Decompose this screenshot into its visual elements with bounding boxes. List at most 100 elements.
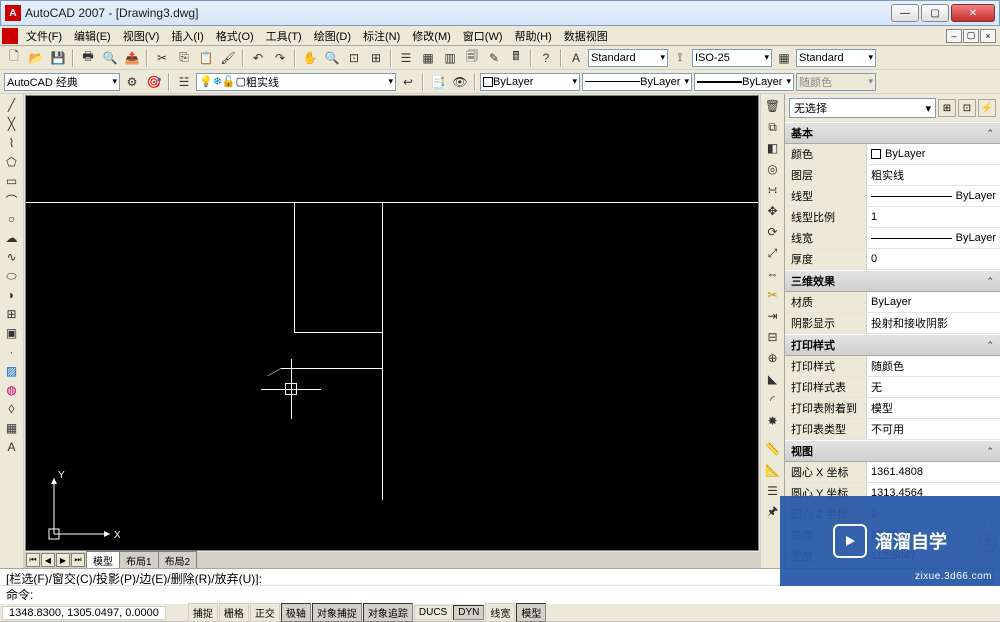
rotate-tool[interactable]: ⟳: [763, 222, 783, 242]
layer-iso-button[interactable]: 👁: [450, 72, 470, 92]
tab-layout1[interactable]: 布局1: [119, 551, 159, 569]
new-button[interactable]: 🗋: [4, 48, 24, 68]
textstyle-icon[interactable]: A: [566, 48, 586, 68]
zoom-realtime-button[interactable]: 🔍: [322, 48, 342, 68]
table-tool[interactable]: ▦: [2, 419, 22, 437]
copy-button[interactable]: ⎘: [174, 48, 194, 68]
print-button[interactable]: 🖶: [78, 48, 98, 68]
menu-format[interactable]: 格式(O): [210, 26, 260, 46]
dist-tool[interactable]: 📏: [763, 439, 783, 459]
color-combo[interactable]: ByLayer▾: [480, 73, 580, 91]
dyn-toggle[interactable]: DYN: [453, 605, 484, 620]
spline-tool[interactable]: ∿: [2, 248, 22, 266]
properties-button[interactable]: ☰: [396, 48, 416, 68]
prop-row[interactable]: 阴影显示投射和接收阴影: [785, 313, 1000, 334]
scale-tool[interactable]: ⤢: [763, 243, 783, 263]
calc-button[interactable]: 🖩: [506, 48, 526, 68]
props-section-print[interactable]: 打印样式⌃: [785, 334, 1000, 356]
copy-tool[interactable]: ⧉: [763, 117, 783, 137]
layer-manager-button[interactable]: ☱: [174, 72, 194, 92]
mtext-tool[interactable]: A: [2, 438, 22, 456]
point-tool[interactable]: ·: [2, 343, 22, 361]
menu-insert[interactable]: 插入(I): [165, 26, 209, 46]
workspace-settings-button[interactable]: ⚙: [122, 72, 142, 92]
menu-view[interactable]: 视图(V): [117, 26, 166, 46]
layer-combo[interactable]: 💡❄🔓▢ 粗实线▾: [196, 73, 396, 91]
array-tool[interactable]: ∺: [763, 180, 783, 200]
props-section-three_d[interactable]: 三维效果⌃: [785, 270, 1000, 292]
menu-dimension[interactable]: 标注(N): [357, 26, 406, 46]
prop-row[interactable]: 图层粗实线: [785, 165, 1000, 186]
tab-model[interactable]: 模型: [86, 551, 120, 569]
mirror-tool[interactable]: ◧: [763, 138, 783, 158]
redo-button[interactable]: ↷: [270, 48, 290, 68]
tab-first[interactable]: ⏮: [26, 553, 40, 567]
trim-tool[interactable]: ✂: [763, 285, 783, 305]
match-button[interactable]: 🖌: [218, 48, 238, 68]
zoom-prev-button[interactable]: ⊞: [366, 48, 386, 68]
dimstyle-icon[interactable]: ⟟: [670, 48, 690, 68]
prop-row[interactable]: 厚度0: [785, 249, 1000, 270]
polygon-tool[interactable]: ⬠: [2, 153, 22, 171]
tab-last[interactable]: ⏭: [71, 553, 85, 567]
stretch-tool[interactable]: ⇔: [763, 264, 783, 284]
prop-row[interactable]: 圆心 X 坐标1361.4808: [785, 462, 1000, 483]
toolpalette-button[interactable]: ▥: [440, 48, 460, 68]
undo-button[interactable]: ↶: [248, 48, 268, 68]
open-button[interactable]: 📂: [26, 48, 46, 68]
designcenter-button[interactable]: ▦: [418, 48, 438, 68]
textstyle-combo[interactable]: Standard▾: [588, 49, 668, 67]
prop-row[interactable]: 线型ByLayer: [785, 186, 1000, 207]
tab-prev[interactable]: ◀: [41, 553, 55, 567]
prop-row[interactable]: 打印样式表无: [785, 377, 1000, 398]
tablestyle-combo[interactable]: Standard▾: [796, 49, 876, 67]
cut-button[interactable]: ✂: [152, 48, 172, 68]
coords-display[interactable]: 1348.8300, 1305.0497, 0.0000: [2, 606, 166, 620]
line-tool[interactable]: ╱: [2, 96, 22, 114]
menu-window[interactable]: 窗口(W): [457, 26, 509, 46]
erase-tool[interactable]: 🗑: [763, 96, 783, 116]
props-section-view[interactable]: 视图⌃: [785, 440, 1000, 462]
publish-button[interactable]: 📤: [122, 48, 142, 68]
maximize-button[interactable]: ▢: [921, 4, 949, 22]
layer-prev-button[interactable]: ↩: [398, 72, 418, 92]
region-tool[interactable]: ◊: [2, 400, 22, 418]
lineweight-combo[interactable]: ByLayer▾: [694, 73, 794, 91]
help-button[interactable]: ?: [536, 48, 556, 68]
markup-button[interactable]: ✎: [484, 48, 504, 68]
menu-tools[interactable]: 工具(T): [260, 26, 308, 46]
tab-next[interactable]: ▶: [56, 553, 70, 567]
arc-tool[interactable]: ⌒: [2, 191, 22, 209]
ellipsearc-tool[interactable]: ◗: [2, 286, 22, 304]
menu-modify[interactable]: 修改(M): [406, 26, 457, 46]
prop-row[interactable]: 材质ByLayer: [785, 292, 1000, 313]
tab-layout2[interactable]: 布局2: [158, 551, 198, 569]
prop-row[interactable]: 打印表附着到模型: [785, 398, 1000, 419]
selectobj-button[interactable]: ⊡: [958, 99, 976, 117]
revcloud-tool[interactable]: ☁: [2, 229, 22, 247]
gradient-tool[interactable]: ◍: [2, 381, 22, 399]
minimize-button[interactable]: —: [891, 4, 919, 22]
join-tool[interactable]: ⊕: [763, 348, 783, 368]
extend-tool[interactable]: ⇥: [763, 306, 783, 326]
ducs-toggle[interactable]: DUCS: [414, 605, 452, 620]
linetype-combo[interactable]: ByLayer▾: [582, 73, 692, 91]
hatch-tool[interactable]: ▨: [2, 362, 22, 380]
offset-tool[interactable]: ◎: [763, 159, 783, 179]
move-tool[interactable]: ✥: [763, 201, 783, 221]
mdi-restore[interactable]: ▢: [963, 29, 979, 43]
drawing-viewport[interactable]: X Y: [25, 95, 759, 551]
workspace-combo[interactable]: AutoCAD 经典▾: [4, 73, 120, 91]
plotstyle-combo[interactable]: 随颜色▾: [796, 73, 876, 91]
workspace-lock-button[interactable]: 🎯: [144, 72, 164, 92]
quickselect-button[interactable]: ⊞: [938, 99, 956, 117]
command-line[interactable]: 命令:: [0, 585, 1000, 603]
selection-combo[interactable]: 无选择▾: [789, 98, 936, 118]
prop-row[interactable]: 颜色ByLayer: [785, 144, 1000, 165]
tablestyle-icon[interactable]: ▦: [774, 48, 794, 68]
mdi-minimize[interactable]: –: [946, 29, 962, 43]
mdi-close[interactable]: ×: [980, 29, 996, 43]
preview-button[interactable]: 🔍: [100, 48, 120, 68]
menu-file[interactable]: 文件(F): [20, 26, 68, 46]
menu-edit[interactable]: 编辑(E): [68, 26, 117, 46]
